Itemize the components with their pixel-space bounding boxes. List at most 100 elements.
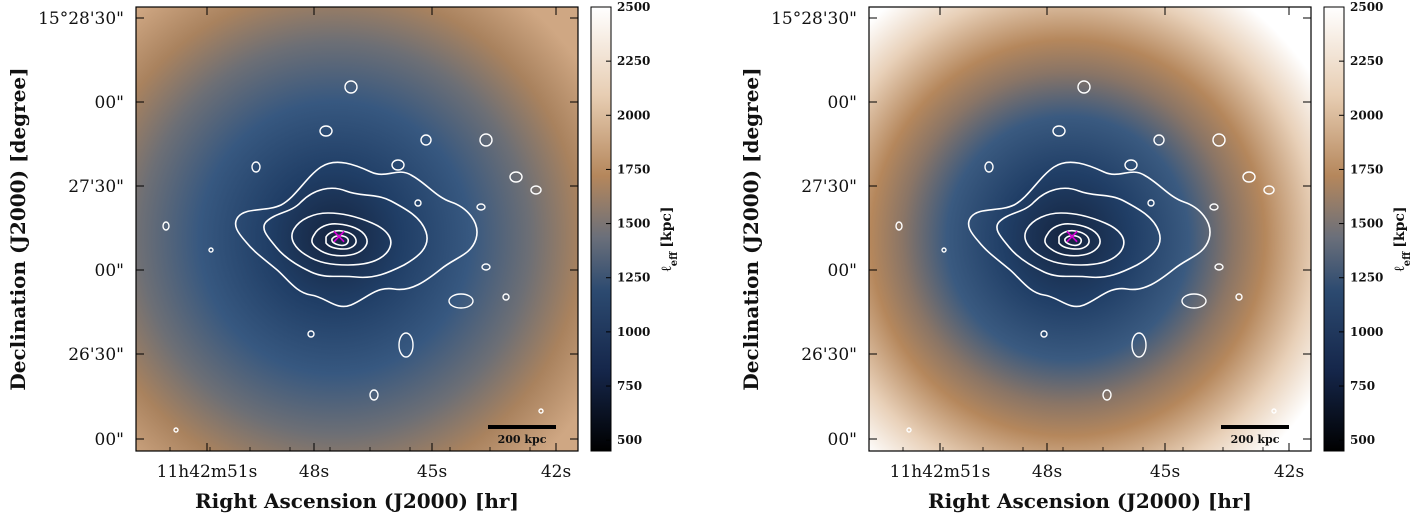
panel-right: × 200 kpc 11h42m51s 48s 45s 42s 15°28'30" 00" 27… <box>739 0 1413 513</box>
contour-blob <box>1153 134 1165 146</box>
y-tick-label: 00" <box>828 430 857 450</box>
contour-blob <box>502 293 510 301</box>
colorbar-title-sub: eff <box>1402 251 1413 266</box>
y-tick-label: 00" <box>95 93 124 113</box>
contour-line <box>325 229 357 250</box>
contour-blob <box>1131 332 1147 358</box>
contour-blob <box>1124 159 1138 171</box>
contour-blob <box>998 451 1006 457</box>
x-tick-label: 42s <box>1274 462 1304 482</box>
contour-blob <box>1147 199 1155 207</box>
contour-line <box>1044 223 1101 257</box>
contour-blob <box>1209 203 1219 211</box>
colorbar <box>1324 7 1344 451</box>
contour-line <box>291 212 392 266</box>
x-tick-label: 45s <box>417 462 447 482</box>
contour-blob <box>1052 125 1066 137</box>
contour-blob <box>1235 293 1243 301</box>
colorbar-title-sub: eff <box>669 251 680 266</box>
colorbar-tick-label: 1000 <box>617 325 650 339</box>
contour-line <box>1064 234 1083 247</box>
contour-blob <box>162 221 170 231</box>
contour-blob <box>941 247 947 253</box>
colorbar <box>591 7 611 451</box>
contour-blob <box>420 134 432 146</box>
contour-blob <box>391 159 405 171</box>
colorbar-tick-label: 2500 <box>1350 0 1383 14</box>
y-tick-label: 15°28'30" <box>771 9 857 29</box>
contour-blob <box>906 427 912 433</box>
plot-frame <box>135 6 579 452</box>
contour-blob <box>509 171 523 183</box>
x-tick-label: 11h42m51s <box>157 462 258 482</box>
x-axis-title: Right Ascension (J2000) [hr] <box>195 489 519 513</box>
contour-blob <box>895 221 903 231</box>
scale-bar-label: 200 kpc <box>1231 433 1280 446</box>
y-tick-label: 26'30" <box>801 345 857 365</box>
x-tick-label: 11h42m51s <box>890 462 991 482</box>
contour-blob <box>1214 263 1224 271</box>
contour-blob <box>1040 330 1048 338</box>
colorbar-title-symbol: ℓ <box>659 266 675 273</box>
colorbar-frame <box>590 6 612 452</box>
panel-left: × 200 kpc 11h42m51s 48s 45s 42s 15°28'30" 00" 27… <box>6 0 680 513</box>
contour-blob <box>208 247 214 253</box>
colorbar-tick-label: 1500 <box>617 217 650 231</box>
colorbar-title-unit: [kpc] <box>659 206 675 247</box>
colorbar-tick-label: 1250 <box>617 271 650 285</box>
colorbar-tick-label: 750 <box>617 379 642 393</box>
contour-blob <box>1263 185 1275 195</box>
contour-blob <box>481 263 491 271</box>
y-tick-label: 00" <box>828 261 857 281</box>
contour-blob <box>1242 171 1256 183</box>
contour-blob <box>448 293 474 309</box>
colorbar-tick-label: 2250 <box>1350 54 1383 68</box>
x-tick-label: 48s <box>1032 462 1062 482</box>
colorbar-tick-label: 1000 <box>1350 325 1383 339</box>
contour-blob <box>476 203 486 211</box>
colorbar-tick-label: 2000 <box>1350 108 1383 122</box>
colorbar-title-unit: [kpc] <box>1392 206 1408 247</box>
y-tick-label: 27'30" <box>801 177 857 197</box>
contour-line <box>311 223 368 257</box>
contour-blob <box>984 161 994 173</box>
colorbar-tick-label: 500 <box>617 433 642 447</box>
colorbar-title: ℓeff [kpc] <box>659 206 680 272</box>
contour-line <box>234 161 478 308</box>
contour-blob <box>173 427 179 433</box>
y-axis-title: Declination (J2000) [degree] <box>6 67 30 390</box>
contour-line <box>263 187 428 279</box>
contour-blob <box>344 80 358 94</box>
contour-line <box>996 187 1161 279</box>
contour-blob <box>1077 80 1091 94</box>
colorbar-tick-label: 500 <box>1350 433 1375 447</box>
x-tick-label: 48s <box>299 462 329 482</box>
colorbar-tick-label: 1500 <box>1350 217 1383 231</box>
contour-blob <box>251 161 261 173</box>
contour-blob <box>1271 408 1277 414</box>
contour-blob <box>1181 293 1207 309</box>
colorbar-tick-label: 1250 <box>1350 271 1383 285</box>
contour-blob <box>530 185 542 195</box>
contour-blob <box>1102 389 1112 401</box>
plot-frame <box>868 6 1312 452</box>
contour-group <box>895 80 1277 457</box>
contour-blob <box>1212 133 1226 147</box>
y-tick-label: 15°28'30" <box>38 9 124 29</box>
contour-blob <box>319 125 333 137</box>
contour-blob <box>398 332 414 358</box>
contour-line <box>967 161 1211 308</box>
contour-blob <box>369 389 379 401</box>
y-tick-label: 00" <box>828 93 857 113</box>
colorbar-tick-label: 2000 <box>617 108 650 122</box>
contour-blob <box>265 451 273 457</box>
y-tick-label: 27'30" <box>68 177 124 197</box>
contour-group <box>162 80 544 457</box>
colorbar-title: ℓeff [kpc] <box>1392 206 1413 272</box>
contour-blob <box>414 199 422 207</box>
contour-line <box>1024 212 1125 266</box>
colorbar-title-symbol: ℓ <box>1392 266 1408 273</box>
peak-marker: × <box>1064 224 1081 248</box>
colorbar-tick-label: 1750 <box>617 162 650 176</box>
